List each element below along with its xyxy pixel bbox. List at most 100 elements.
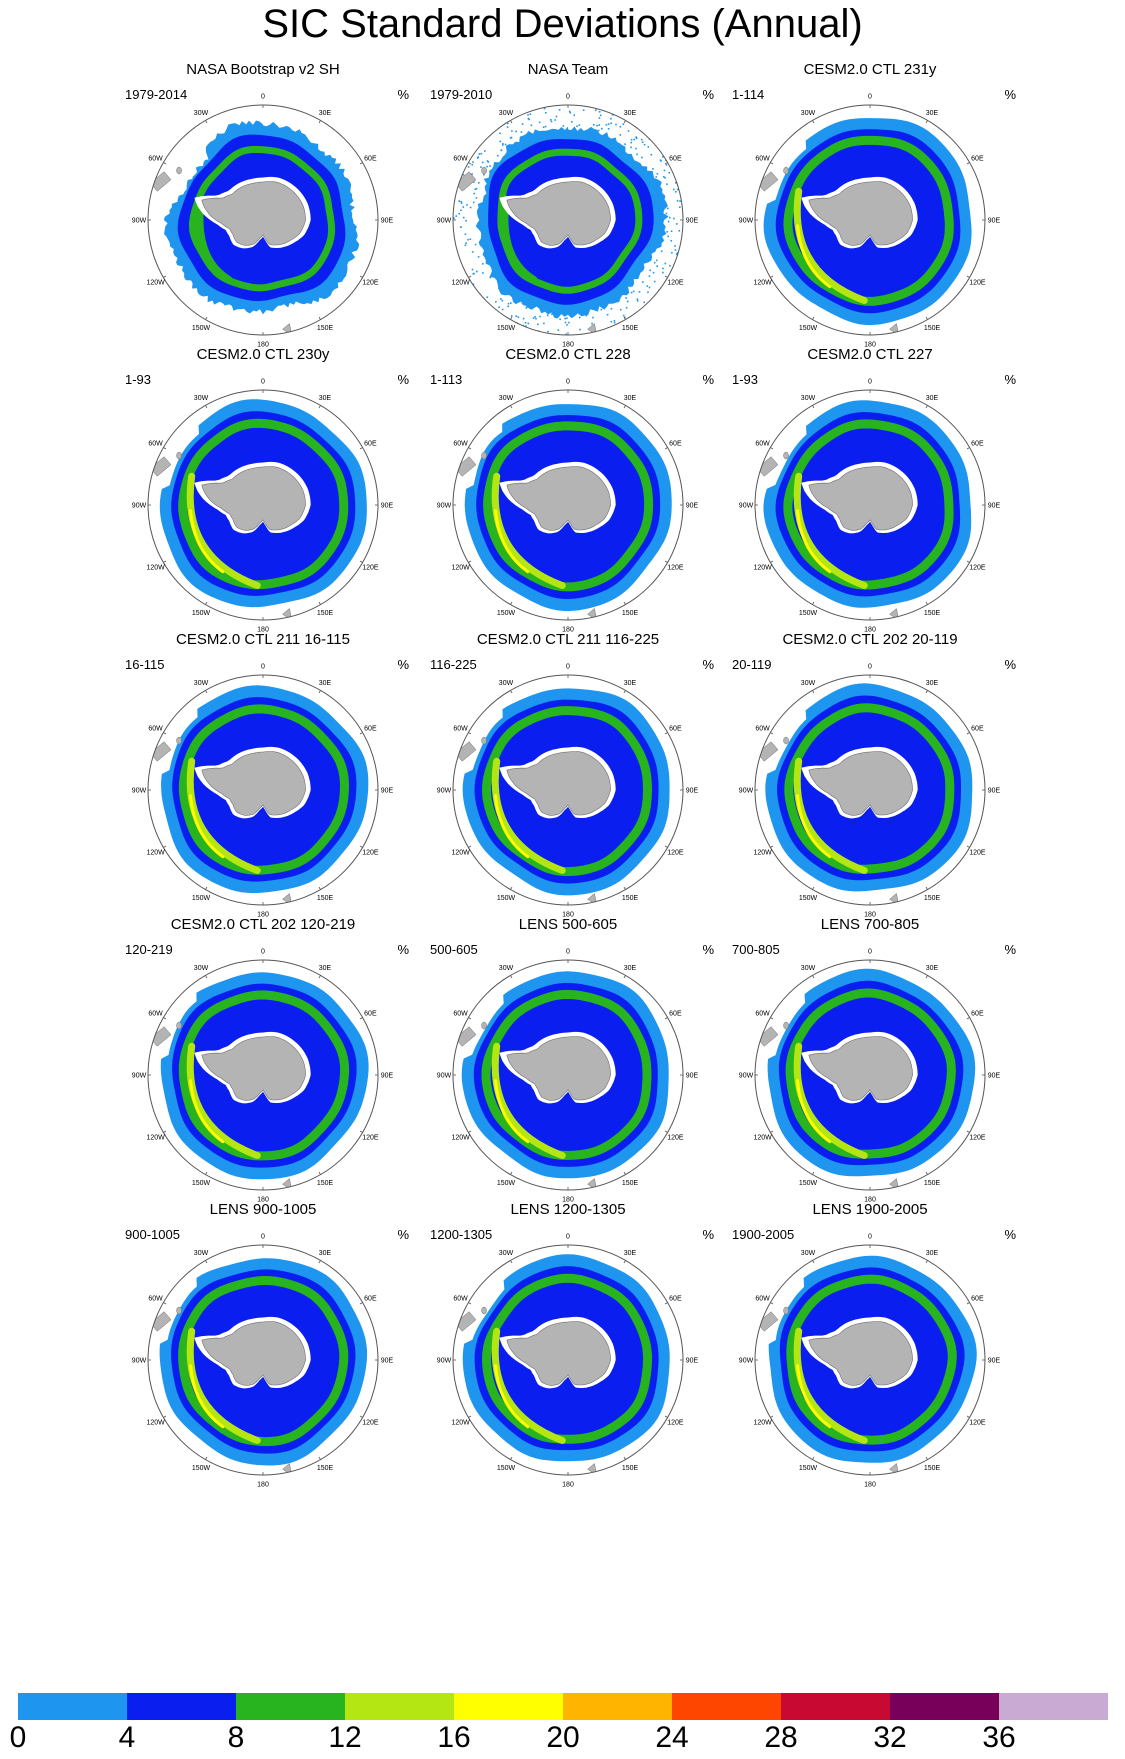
sic-scatter-point (473, 181, 475, 183)
lon-tick-label: 90W (739, 1073, 754, 1080)
lon-tick (318, 1260, 321, 1264)
sic-scatter-point (619, 125, 622, 128)
lon-tick-label: 120E (362, 1420, 379, 1427)
sic-scatter-point (625, 297, 627, 299)
lon-tick (623, 601, 626, 605)
south-america-tip (756, 1026, 779, 1047)
lon-tick-label: 90E (381, 218, 394, 225)
sic-scatter-point (632, 290, 635, 293)
lon-tick (510, 690, 513, 694)
lon-tick (623, 1260, 626, 1264)
sic-scatter-point (465, 220, 467, 222)
sic-scatter-point (459, 226, 462, 228)
lon-tick (205, 405, 208, 409)
colorbar-tick-label: 36 (982, 1721, 1016, 1754)
antarctica-landmass (808, 1321, 913, 1386)
lon-tick-label: 120E (362, 565, 379, 572)
lon-tick-label: 60W (148, 1011, 163, 1018)
sic-scatter-point (511, 130, 513, 132)
polar-map: 0 30E 60E 90E 120E 150E 180 150W 120W 90W 60W 30W (739, 94, 1001, 349)
falkland-islands (176, 1306, 182, 1315)
polar-map: 0 30E 60E 90E 120E 150E 180 150W 120W 90W 60W 30W (437, 94, 699, 349)
sic-scatter-point (462, 174, 465, 176)
sic-scatter-point (551, 313, 553, 315)
lon-tick-label: 0 (566, 1234, 570, 1241)
lon-tick-label: 90E (686, 503, 699, 510)
panel-title: NASA Team (527, 61, 609, 78)
lon-tick (623, 405, 626, 409)
panel-period-label: 1-93 (125, 372, 152, 387)
lon-tick (318, 975, 321, 979)
lon-tick-label: 120W (146, 850, 165, 857)
map-panel: 0 30E 60E 90E 120E 150E 180 150W 120W 90W 60W 30W LE… (720, 916, 1020, 1225)
panel-title: LENS 500-605 (518, 916, 618, 933)
lon-tick-label: 60E (669, 1011, 682, 1018)
lon-tick (510, 1260, 513, 1264)
panel-unit-label: % (702, 657, 714, 672)
lon-tick-label: 120E (969, 1420, 986, 1427)
falkland-islands (783, 1306, 789, 1315)
sic-scatter-point (475, 197, 478, 199)
sic-scatter-point (578, 124, 581, 126)
panel-unit-label: % (702, 942, 714, 957)
lon-tick-label: 150E (622, 610, 639, 617)
lon-tick-label: 150E (317, 1465, 334, 1472)
sic-scatter-point (662, 267, 664, 270)
sic-scatter-point (565, 333, 567, 335)
lon-tick-label: 30E (319, 680, 332, 687)
sic-scatter-point (480, 166, 482, 168)
lon-tick (163, 1017, 167, 1020)
antarctica-landmass (808, 751, 913, 816)
sic-scatter-point (564, 317, 566, 320)
sic-scatter-point (498, 306, 500, 308)
lon-tick-label: 120W (146, 1135, 165, 1142)
falkland-islands (481, 1021, 487, 1030)
sic-band-16-20 (494, 1364, 530, 1429)
lon-tick-label: 150E (622, 1180, 639, 1187)
colorbar-tick-label: 0 (9, 1721, 27, 1754)
sic-scatter-point (610, 320, 613, 323)
sic-scatter-point (539, 315, 541, 318)
lon-tick-label: 180 (562, 912, 574, 919)
lon-tick (510, 886, 513, 890)
lon-tick (925, 1171, 928, 1175)
lon-tick-label: 120W (451, 280, 470, 287)
falkland-islands (481, 166, 487, 175)
lon-tick-label: 90E (686, 1073, 699, 1080)
lon-tick (318, 316, 321, 320)
sic-scatter-point (635, 147, 637, 150)
lon-tick-label: 150E (924, 325, 941, 332)
sic-scatter-point (666, 231, 668, 233)
lon-tick-label: 150W (192, 610, 211, 617)
antarctica-landmass (808, 181, 913, 246)
panel-unit-label: % (397, 1227, 409, 1242)
south-america-tip (454, 1311, 477, 1332)
lon-tick-label: 120W (451, 1135, 470, 1142)
colorbar-tick-labels: 0 4 8 12 16 20 24 28 32 36 (0, 1721, 1125, 1759)
south-america-tip (149, 741, 172, 762)
lon-tick-label: 180 (257, 1482, 269, 1489)
sic-scatter-point (663, 176, 665, 178)
polar-map: 0 30E 60E 90E 120E 150E 180 150W 120W 90W 60W 30W (437, 379, 699, 634)
lon-tick (770, 447, 774, 450)
polar-map: 0 30E 60E 90E 120E 150E 180 150W 120W 90W 60W 30W (132, 1234, 394, 1489)
sic-scatter-point (545, 112, 547, 114)
sic-scatter-point (674, 249, 677, 251)
panel-period-label: 1-113 (430, 372, 463, 387)
sic-scatter-point (647, 291, 649, 294)
lon-tick-label: 90W (132, 1358, 147, 1365)
colorbar-bin (454, 1693, 563, 1720)
lon-tick-label: 30E (926, 1250, 939, 1257)
lon-tick (770, 162, 774, 165)
sic-scatter-point (638, 291, 641, 293)
sic-scatter-point (477, 156, 479, 158)
sic-scatter-point (649, 269, 651, 272)
figure-title: SIC Standard Deviations (Annual) (262, 2, 863, 46)
lon-tick-label: 150W (799, 895, 818, 902)
panel-title: CESM2.0 CTL 211 16-115 (176, 631, 350, 648)
lon-tick (623, 975, 626, 979)
antarctica-landmass (201, 1321, 306, 1386)
sic-scatter-point (655, 176, 657, 178)
sic-scatter-point (566, 324, 568, 326)
lon-tick (664, 275, 668, 278)
